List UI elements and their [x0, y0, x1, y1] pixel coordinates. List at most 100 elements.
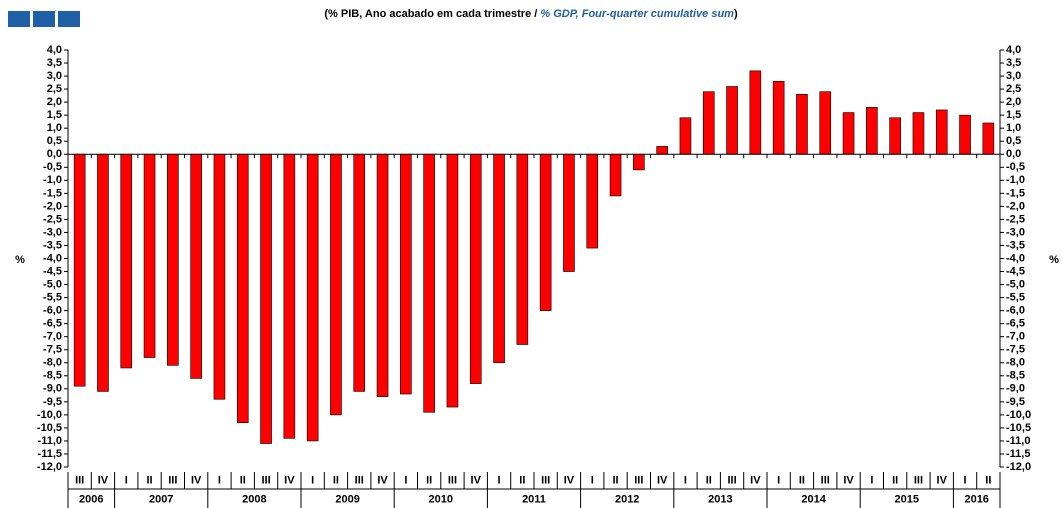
- y-tick-label: 3,0: [47, 70, 62, 82]
- x-tick-label: I: [218, 474, 221, 486]
- y-tick-label: 1,0: [47, 122, 62, 134]
- y-tick-label: 3,5: [47, 57, 62, 69]
- bar: [353, 153, 366, 392]
- y-tick-label: 1,0: [1006, 122, 1021, 134]
- x-tick-label: IV: [471, 474, 482, 486]
- bar: [376, 153, 389, 397]
- y-tick-label: -0,5: [43, 161, 62, 173]
- y-tick-label: -12,0: [1006, 461, 1031, 473]
- title-pt: (% PIB, Ano acabado em cada trimestre /: [324, 8, 540, 20]
- x-tick-label: III: [821, 474, 830, 486]
- year-label: 2014: [801, 493, 826, 505]
- y-tick-label: -10,0: [37, 409, 62, 421]
- y-tick-label: -10,0: [1006, 409, 1031, 421]
- x-tick-label: II: [706, 474, 712, 486]
- y-tick-label: -2,5: [43, 213, 62, 225]
- bar: [959, 114, 971, 155]
- year-label: 2009: [335, 493, 359, 505]
- y-tick-label: 0,5: [47, 135, 62, 147]
- y-tick-label: -6,0: [43, 305, 62, 317]
- y-tick-label: -6,5: [1006, 318, 1025, 330]
- y-tick-label: -5,0: [43, 278, 62, 290]
- y-tick-label: -3,0: [43, 226, 62, 238]
- y-tick-label: -8,0: [43, 357, 62, 369]
- x-tick-label: III: [448, 474, 457, 486]
- y-tick-label: -1,5: [1006, 187, 1025, 199]
- y-tick-label: -1,5: [43, 187, 62, 199]
- y-tick-label: -1,0: [43, 174, 62, 186]
- bar: [772, 80, 785, 155]
- y-tick-label: -9,5: [43, 396, 62, 408]
- bar: [982, 122, 995, 155]
- x-tick-label: II: [892, 474, 898, 486]
- bar: [679, 117, 692, 155]
- y-tick-label: -4,5: [43, 265, 62, 277]
- y-tick-label: 2,0: [1006, 96, 1021, 108]
- y-tick-label: -6,0: [1006, 305, 1025, 317]
- year-label: 2011: [522, 493, 546, 505]
- y-tick-label: -5,0: [1006, 278, 1025, 290]
- y-tick-label: -8,5: [1006, 370, 1025, 382]
- bar: [866, 107, 878, 155]
- bar: [330, 153, 342, 416]
- y-tick-label: -1,0: [1006, 174, 1025, 186]
- logo-block: [58, 11, 80, 27]
- y-tick-label: 3,0: [1006, 70, 1021, 82]
- bar: [656, 146, 668, 155]
- bar: [306, 153, 319, 442]
- y-tick-label: 4,0: [47, 44, 62, 56]
- y-tick-label: 1,5: [47, 109, 62, 121]
- year-label: 2007: [149, 493, 173, 505]
- y-tick-label: 1,5: [1006, 109, 1021, 121]
- x-tick-label: I: [964, 474, 967, 486]
- x-tick-label: IV: [937, 474, 948, 486]
- y-tick-label: -7,5: [1006, 344, 1025, 356]
- x-tick-label: I: [311, 474, 314, 486]
- bar: [912, 112, 925, 155]
- y-tick-label: -0,5: [1006, 161, 1025, 173]
- y-tick-label: 0,5: [1006, 135, 1021, 147]
- x-tick-label: I: [498, 474, 501, 486]
- bar: [889, 117, 901, 155]
- y-tick-label: -4,5: [1006, 265, 1025, 277]
- chart-title: (% PIB, Ano acabado em cada trimestre / …: [324, 8, 738, 20]
- y-tick-label: 4,0: [1006, 44, 1021, 56]
- x-tick-label: IV: [191, 474, 202, 486]
- x-tick-label: I: [870, 474, 873, 486]
- y-tick-label: -12,0: [37, 461, 62, 473]
- y-tick-label: -11,5: [38, 448, 62, 460]
- year-label: 2013: [708, 493, 732, 505]
- x-tick-label: III: [541, 474, 550, 486]
- bar: [609, 153, 622, 197]
- bar: [446, 153, 459, 408]
- y-tick-label: -10,5: [1006, 422, 1031, 434]
- x-tick-label: II: [519, 474, 525, 486]
- bar: [190, 153, 202, 379]
- y-tick-label: -7,0: [1006, 331, 1025, 343]
- x-tick-label: III: [355, 474, 364, 486]
- bar: [73, 153, 86, 387]
- title-end: ): [734, 8, 738, 20]
- bar: [469, 153, 482, 384]
- bar: [702, 91, 715, 155]
- y-tick-label: 0,0: [47, 148, 62, 160]
- bar: [749, 70, 762, 155]
- bar: [726, 86, 738, 155]
- y-tick-label: -2,0: [1006, 200, 1025, 212]
- x-tick-label: IV: [750, 474, 761, 486]
- y-tick-label: -4,0: [1006, 252, 1025, 264]
- bar: [400, 153, 412, 395]
- y-tick-label: -5,5: [1006, 292, 1025, 304]
- y-tick-label: -8,0: [1006, 357, 1025, 369]
- bar: [842, 112, 855, 155]
- bar: [586, 153, 599, 249]
- y-tick-label: -9,0: [1006, 383, 1025, 395]
- x-tick-label: III: [75, 474, 84, 486]
- y-tick-label: -8,5: [43, 370, 62, 382]
- logo-block: [33, 11, 55, 27]
- y-tick-label: -5,5: [43, 292, 62, 304]
- x-tick-label: II: [240, 474, 246, 486]
- bar: [493, 153, 505, 364]
- y-tick-label: -9,0: [43, 383, 62, 395]
